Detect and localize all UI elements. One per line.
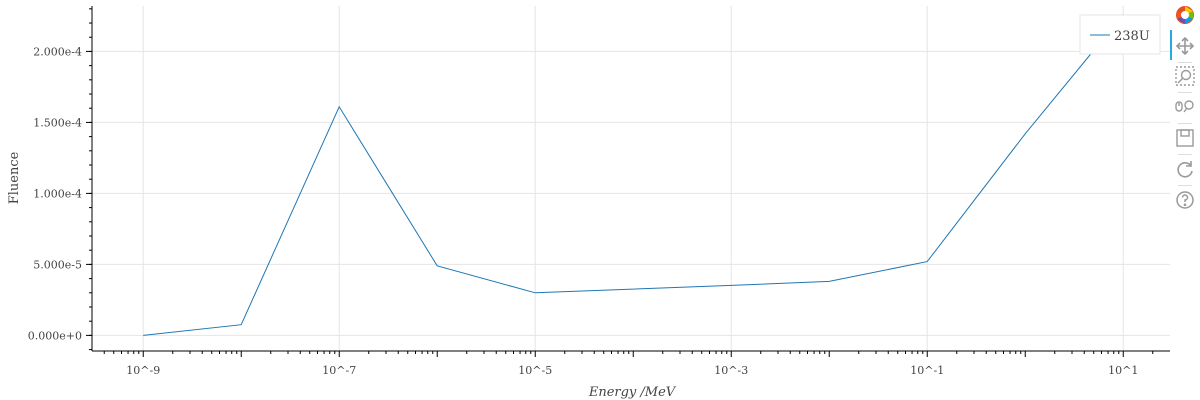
- active-tool-indicator: [1170, 30, 1172, 60]
- bokeh-logo-icon[interactable]: [1174, 4, 1196, 26]
- y-tick-label: 1.000e-4: [33, 187, 82, 200]
- x-tick-label: 10^1: [1108, 364, 1138, 377]
- box-zoom-icon[interactable]: [1174, 65, 1196, 87]
- toolbar: [1170, 2, 1200, 222]
- y-tick-label: 2.000e-4: [33, 45, 82, 58]
- x-tick-label: 10^-1: [910, 364, 944, 377]
- x-axis-title: Energy /MeV: [588, 385, 677, 400]
- legend: 238U: [1079, 14, 1161, 55]
- series-line-238U: [143, 14, 1124, 336]
- pan-icon[interactable]: [1174, 35, 1196, 57]
- y-tick-label: 5.000e-5: [33, 258, 82, 271]
- grid: [92, 6, 1170, 351]
- y-tick-label: 0.000e+0: [28, 329, 82, 342]
- y-tick-label: 1.500e-4: [33, 116, 82, 129]
- save-icon[interactable]: [1174, 127, 1196, 149]
- wheel-zoom-icon[interactable]: [1174, 96, 1196, 118]
- axes: 10^-9 10^-7 10^-5 10^-3 10^-1 10^1 0.000e+0 5.0…: [28, 6, 1170, 377]
- help-icon[interactable]: [1174, 189, 1196, 211]
- x-tick-label: 10^-5: [518, 364, 552, 377]
- x-tick-label: 10^-3: [714, 364, 748, 377]
- reset-icon[interactable]: [1174, 158, 1196, 180]
- x-tick-label: 10^-7: [322, 364, 356, 377]
- x-tick-label: 10^-9: [126, 364, 160, 377]
- y-axis-title: Fluence: [7, 151, 22, 204]
- series-layer: [143, 14, 1124, 336]
- legend-label: 238U: [1114, 29, 1150, 44]
